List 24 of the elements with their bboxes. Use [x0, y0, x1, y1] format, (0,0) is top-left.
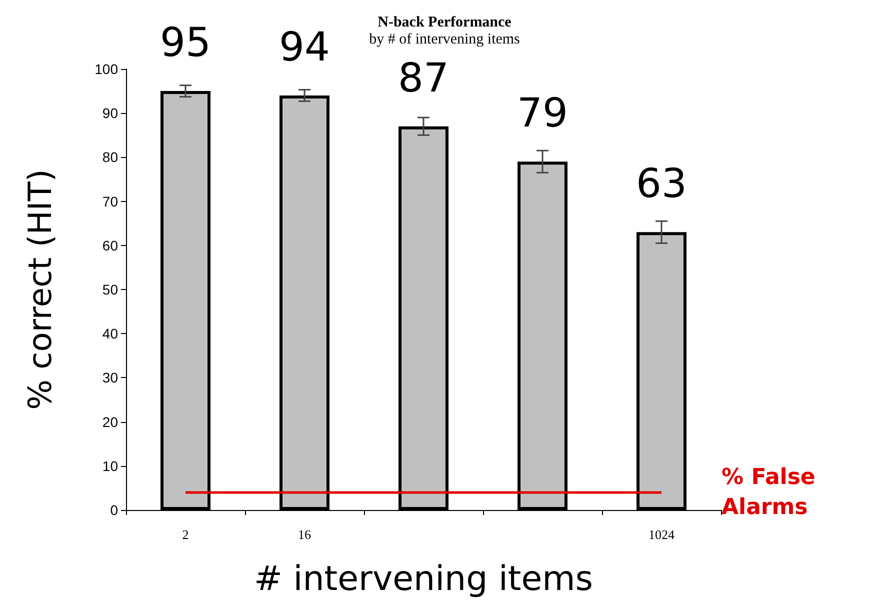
x-tick-label: 1024	[648, 527, 675, 542]
y-tick-label: 30	[102, 370, 118, 386]
x-tick-label: 2	[182, 527, 189, 542]
data-label: 94	[279, 24, 330, 70]
data-label: 63	[636, 161, 687, 208]
y-tick-label: 10	[102, 458, 118, 474]
y-tick-label: 60	[102, 237, 118, 254]
ref-line-label: % False Alarms	[722, 464, 824, 520]
y-axis-title: % correct (HIT)	[21, 169, 59, 410]
x-axis-title: # intervening items	[254, 559, 594, 599]
y-tick-label: 70	[102, 193, 118, 210]
x-tick-label: 16	[298, 527, 312, 542]
y-tick-label: 100	[94, 61, 118, 77]
chart-subtitle: by # of intervening items	[369, 32, 520, 48]
y-tick-label: 90	[102, 105, 118, 122]
chart-title: N-back Performance	[378, 14, 512, 30]
data-label: 79	[517, 90, 568, 137]
data-label: 87	[398, 55, 449, 102]
y-tick-label: 40	[102, 326, 118, 342]
y-tick-label: 50	[102, 282, 118, 298]
y-tick-label: 80	[102, 149, 118, 166]
y-tick-label: 20	[102, 414, 118, 430]
y-tick-label: 0	[110, 502, 118, 518]
data-label: 95	[160, 20, 211, 66]
